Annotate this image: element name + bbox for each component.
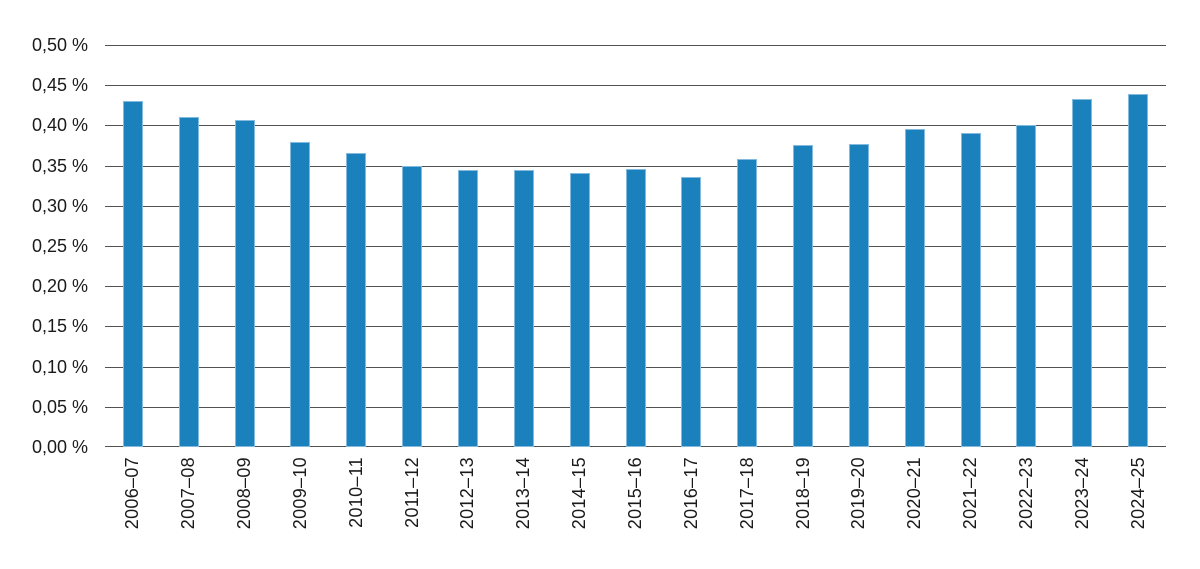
x-slot: 2019–20 [831, 447, 887, 557]
x-slot: 2018–19 [775, 447, 831, 557]
x-tick-label: 2012–13 [457, 457, 478, 530]
bar-2009–10 [290, 142, 311, 447]
gridline [105, 125, 1166, 127]
y-tick-label: 0,15 % [31, 316, 88, 337]
x-slot: 2020–21 [887, 447, 943, 557]
x-tick-label: 2010–11 [345, 457, 366, 528]
bar-slot [105, 45, 161, 447]
x-tick-label: 2006–07 [122, 457, 143, 530]
bar-2010–11 [346, 153, 367, 447]
bar-2018–19 [793, 145, 814, 447]
x-tick-label: 2018–19 [792, 457, 813, 530]
bar-2013–14 [513, 170, 534, 447]
bar-2017–18 [737, 159, 758, 447]
bar-2014–15 [569, 173, 590, 447]
x-slot: 2007–08 [161, 447, 217, 557]
bar-slot [831, 45, 887, 447]
bar-slot [273, 45, 329, 447]
bar-2012–13 [457, 170, 478, 447]
bar-2024–25 [1128, 94, 1149, 447]
x-tick-label: 2021–22 [960, 457, 981, 530]
y-tick-label: 0,10 % [31, 356, 88, 377]
bar-2008–09 [234, 120, 255, 447]
x-slot: 2023–24 [1054, 447, 1110, 557]
y-tick-label: 0,00 % [31, 437, 88, 457]
bar-slot [1110, 45, 1166, 447]
bar-slot [608, 45, 664, 447]
x-tick-label: 2020–21 [904, 457, 925, 530]
x-slot: 2014–15 [552, 447, 608, 557]
x-tick-label: 2011–12 [401, 457, 422, 528]
x-tick-label: 2009–10 [289, 457, 310, 530]
x-slot: 2022–23 [999, 447, 1055, 557]
bar-slot [719, 45, 775, 447]
x-slot: 2024–25 [1110, 447, 1166, 557]
x-tick-label: 2023–24 [1071, 457, 1092, 530]
bar-slot [217, 45, 273, 447]
gridline [105, 45, 1166, 46]
y-tick-label: 0,35 % [31, 155, 88, 176]
y-tick-label: 0,45 % [31, 75, 88, 96]
x-slot: 2006–07 [105, 447, 161, 557]
y-tick-label: 0,40 % [31, 115, 88, 136]
bar-slot [440, 45, 496, 447]
y-tick-label: 0,05 % [31, 396, 88, 417]
bar-2023–24 [1072, 99, 1093, 447]
x-tick-label: 2017–18 [736, 457, 757, 530]
x-slot: 2021–22 [943, 447, 999, 557]
gridline [105, 165, 1166, 167]
bar-2022–23 [1016, 125, 1037, 447]
y-tick-label: 0,30 % [31, 195, 88, 216]
y-tick-label: 0,20 % [31, 276, 88, 297]
x-slot: 2013–14 [496, 447, 552, 557]
x-tick-label: 2024–25 [1127, 457, 1148, 530]
bar-2015–16 [625, 169, 646, 447]
bar-2021–22 [960, 133, 981, 447]
bar-2016–17 [681, 177, 702, 447]
x-tick-label: 2013–14 [513, 457, 534, 530]
bar-slot [161, 45, 217, 447]
x-tick-label: 2008–09 [234, 457, 255, 530]
x-axis: 2006–07 2007–08 2008–09 2009–10 2010–11 2011–… [105, 447, 1166, 557]
y-tick-label: 0,25 % [31, 236, 88, 256]
bar-slot [496, 45, 552, 447]
bar-slot [663, 45, 719, 447]
x-tick-label: 2022–23 [1015, 457, 1036, 530]
x-slot: 2010–11 [328, 447, 384, 557]
x-slot: 2012–13 [440, 447, 496, 557]
x-tick-label: 2019–20 [848, 457, 869, 530]
x-slot: 2017–18 [719, 447, 775, 557]
x-slot: 2015–16 [608, 447, 664, 557]
y-tick-label: 0,50 % [31, 35, 88, 55]
x-slot: 2016–17 [663, 447, 719, 557]
y-axis: 0,00 % 0,05 % 0,10 % 0,15 % 0,20 % 0,25 % 0,30… [0, 35, 88, 457]
bar-2019–20 [848, 144, 869, 447]
bar-slot [1054, 45, 1110, 447]
bar-2020–21 [904, 129, 925, 447]
bar-slot [775, 45, 831, 447]
bar-slot [328, 45, 384, 447]
x-tick-label: 2014–15 [569, 457, 590, 530]
bar-2006–07 [122, 101, 143, 447]
bar-slot [887, 45, 943, 447]
bar-slot [999, 45, 1055, 447]
bars [105, 45, 1166, 447]
bar-2007–08 [178, 117, 199, 447]
x-tick-label: 2015–16 [625, 457, 646, 530]
x-slot: 2011–12 [384, 447, 440, 557]
x-slot: 2009–10 [273, 447, 329, 557]
bar-slot [943, 45, 999, 447]
bar-slot [384, 45, 440, 447]
bar-2011–12 [402, 166, 423, 447]
plot-area [105, 45, 1166, 447]
gridline [105, 85, 1166, 87]
x-tick-label: 2007–08 [178, 457, 199, 530]
bar-slot [552, 45, 608, 447]
x-tick-label: 2016–17 [680, 457, 701, 530]
x-slot: 2008–09 [217, 447, 273, 557]
